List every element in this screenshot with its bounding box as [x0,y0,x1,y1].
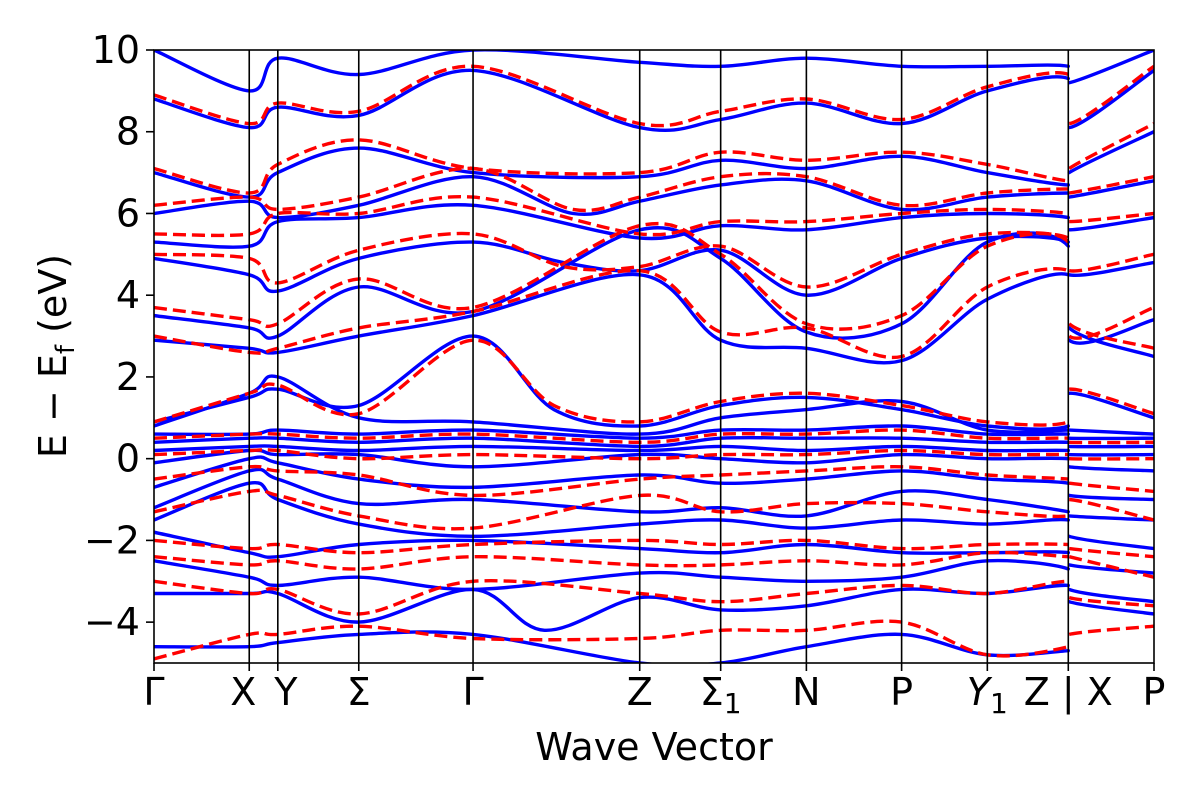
x-axis-title: Wave Vector [535,725,773,769]
solid-band-4 [154,480,1154,551]
x-tick-label-main-5: Z [627,670,653,714]
solid-band-19 [154,68,1154,132]
dashed-band-13 [154,166,1154,213]
solid-band-20 [154,50,1154,93]
x-tick-label-sub-9: 1 [990,687,1008,720]
solid-band-18 [154,130,1154,199]
x-tick-label-11: P [1143,670,1166,714]
x-tick-label-main-3: Σ [347,670,371,714]
solid-band-0 [154,630,1070,663]
dashed-band-8 [154,338,1154,427]
dashed-band-14 [154,122,1154,195]
dashed-band-0 [154,619,1154,661]
solid-band-11 [154,374,1154,436]
y-tick-label-4: 4 [116,273,140,317]
x-tick-label-main-10: Z | X [1024,670,1113,715]
x-tick-label-2: Y [273,670,298,714]
x-tick-label-main-0: Γ [143,670,164,714]
y-tick-label-7: 10 [92,28,140,72]
dashed-band-4 [154,488,1154,531]
y-axis-title-sub: f [51,344,81,354]
x-tick-label-main-6: Σ [700,670,724,714]
y-tick-label-0: −4 [84,600,140,644]
y-axis-title-unit: (eV) [31,254,75,345]
x-tick-label-5: Z [627,670,653,714]
y-tick-label-1: −2 [84,518,140,562]
x-tick-label-main-2: Y [273,670,298,714]
x-tick-label-10: Z | X [1024,670,1113,715]
dashed-band-15 [154,64,1154,128]
x-tick-label-main-11: P [1143,670,1166,714]
x-tick-label-1: X [230,670,256,714]
x-tick-label-6: Σ1 [700,670,742,720]
x-tick-label-3: Σ [347,670,371,714]
plot-frame [153,49,1155,664]
dashed-band-12 [154,194,1154,238]
solid-band-15 [154,234,1154,297]
y-tick-label-2: 0 [116,437,140,481]
y-tick-label-3: 2 [116,355,140,399]
x-tick-label-8: P [890,670,913,714]
dashed-band-1 [154,579,1154,616]
y-axis-title: E − Ef (eV) [31,254,81,458]
x-tick-label-main-7: N [792,670,820,714]
x-tick-label-main-1: X [230,670,256,714]
x-tick-label-main-4: Γ [462,670,483,714]
solid-band-16 [154,203,1154,249]
x-tick-label-0: Γ [143,670,164,714]
kpoint-lines [248,50,1070,663]
dashed-band-2 [154,550,1154,579]
x-tick-label-7: N [792,670,820,714]
solid-band-12 [154,334,1154,431]
y-axis-title-main: E − E [31,354,75,458]
x-tick-label-4: Γ [462,670,483,714]
y-ticks: −4 −2 0 2 4 6 8 10 [84,28,154,644]
x-tick-label-main-9: Y [967,670,993,714]
x-tick-label-9: Y1 [967,670,1008,720]
x-tick-label-sub-6: 1 [724,687,742,720]
x-tick-label-main-8: P [890,670,913,714]
y-tick-label-6: 8 [116,110,140,154]
bands-layer [154,50,1154,663]
solid-band-14 [154,226,1154,345]
dashed-band-5 [154,464,1154,498]
y-tick-label-5: 6 [116,191,140,235]
